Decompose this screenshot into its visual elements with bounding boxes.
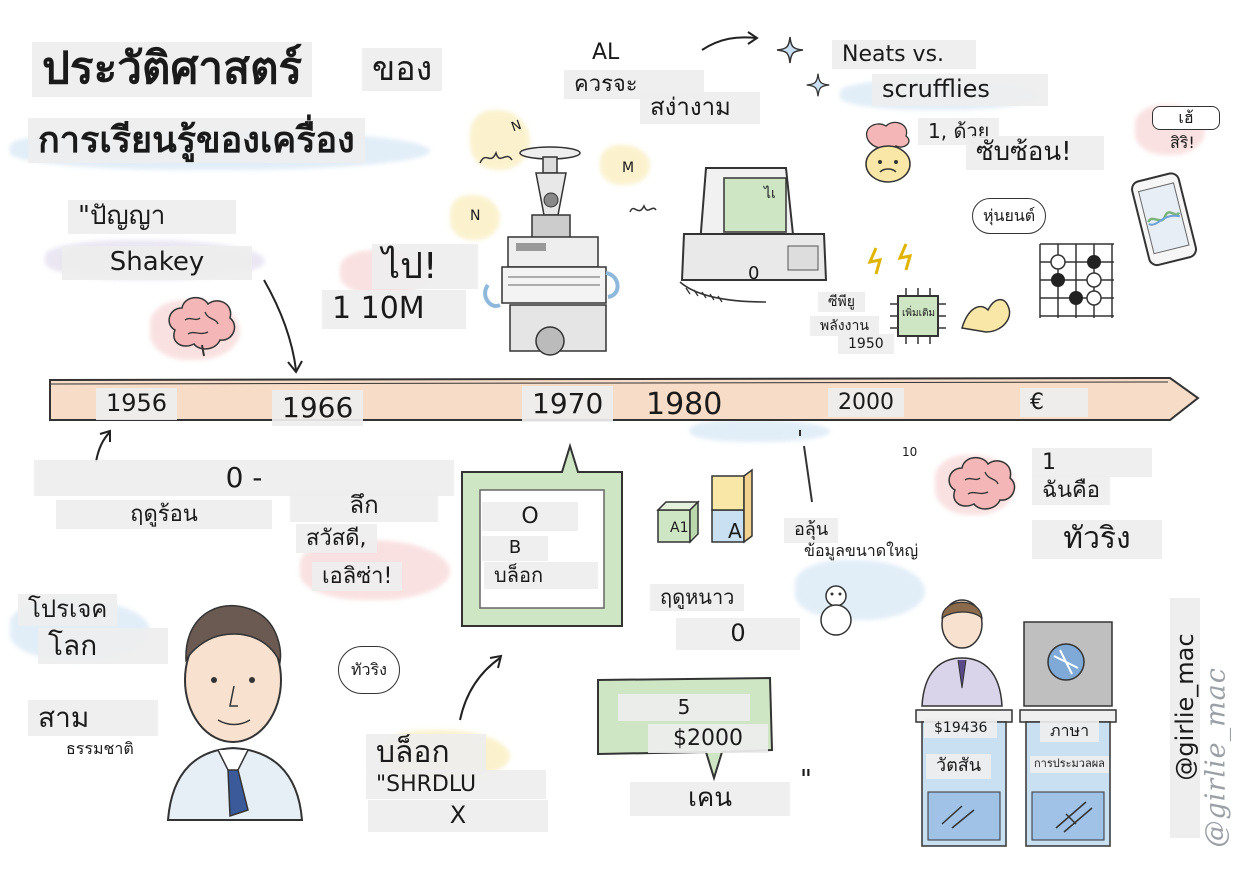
label-quote-ai: "ปัญญา: [68, 200, 236, 234]
page-title-line2: การเรียนรู้ของเครื่อง: [28, 118, 365, 164]
label-elegant: สง่างาม: [640, 92, 760, 124]
label-quote-close: ": [800, 765, 812, 795]
timeline-year-2000: 2000: [828, 388, 904, 418]
label-power: พลังงาน: [810, 316, 879, 337]
turing-portrait-illustration: [166, 604, 304, 821]
podium-money: $19436: [924, 718, 998, 739]
label-siri: สิริ!: [1170, 133, 1195, 152]
label-hey: เฮ้: [1152, 106, 1220, 131]
timeline-year-1956: 1956: [96, 388, 178, 420]
label-deep: ลึก: [290, 490, 438, 522]
computer-zero-label: 0: [748, 263, 760, 284]
label-shakey: Shakey: [62, 246, 252, 280]
page-title-line1b: ของ: [362, 48, 443, 92]
go-board-icon: [1039, 243, 1114, 318]
wash-nobel: [470, 110, 530, 170]
label-block1: บล็อก: [484, 562, 598, 589]
label-one: 1: [1032, 448, 1152, 478]
label-should: ควรจะ: [564, 70, 704, 100]
arrow-to-blocks: [459, 654, 503, 721]
squiggle-icon: [479, 150, 513, 164]
podium-lang: ภาษา: [1040, 720, 1100, 743]
tick-line-2000: [799, 430, 813, 503]
wash-n2: [450, 195, 500, 240]
timeline-year-end: €: [1020, 388, 1088, 418]
label-b: B: [482, 536, 548, 561]
cpu-chip-icon: [890, 288, 946, 344]
brain-icon: [948, 456, 1016, 510]
label-hello: สวัสดี,: [296, 524, 377, 554]
timeline-year-1966: 1966: [272, 390, 364, 427]
chip-label: เพิ่มเติม: [902, 308, 936, 319]
sticker-m: M: [622, 160, 635, 176]
retro-computer-illustration: [679, 167, 828, 303]
podium-left: [915, 709, 1013, 847]
label-price2000: $2000: [648, 724, 768, 754]
timeline-year-1970: 1970: [522, 386, 614, 423]
artist-signature: @girlie_mac: [1186, 612, 1241, 862]
snowman-icon: [820, 585, 852, 636]
label-o: O: [482, 502, 578, 532]
cube-label-a1: A1: [670, 520, 689, 536]
exploding-head-icon: [865, 121, 911, 183]
label-i-am: ฉันคือ: [1032, 476, 1110, 506]
label-turing: ทัวริง: [1032, 520, 1162, 559]
squiggle-icon: [629, 204, 657, 213]
label-turing-bubble: ทัวริง: [338, 646, 400, 695]
label-cpu: ซีพียู: [818, 292, 865, 313]
label-x: X: [368, 800, 548, 832]
flexed-arm-icon: [961, 298, 1011, 333]
label-1950: 1950: [838, 334, 894, 355]
page-title-line1: ประวัติศาสตร์: [32, 42, 313, 97]
label-winter-zero: 0: [676, 618, 800, 650]
label-five: 5: [618, 694, 750, 721]
label-hot-season: ฤดูร้อน: [56, 500, 272, 530]
watson-person-illustration: [921, 599, 1003, 707]
artist-signature-text: @girlie_mac: [1200, 667, 1232, 848]
label-complex: ซับซ้อน!: [966, 136, 1104, 170]
label-three: สาม: [28, 700, 158, 737]
label-ken: เคน: [630, 782, 790, 816]
label-winter: ฤดูหนาว: [650, 584, 745, 611]
label-world: โลก: [38, 628, 168, 665]
wash-timeline-under: [690, 420, 830, 442]
computer-screen-text: ไเ: [764, 186, 776, 202]
label-scruffies: scrufflies: [872, 74, 1048, 106]
label-10m: 1 10M: [322, 290, 466, 329]
label-robot-bubble: หุ่นยนต์: [972, 198, 1047, 235]
label-project: โปรเจค: [18, 594, 118, 626]
wash-m: [600, 145, 650, 185]
blocks-cubes-icon: [656, 468, 753, 544]
arrow-shakey-1966: [263, 279, 303, 374]
label-big-data: ข้อมูลขนาดใหญ่: [804, 541, 919, 560]
label-vast: อลุ้น: [784, 518, 839, 543]
sparkle-icon: [776, 36, 804, 64]
arrow-to-1956: [95, 429, 111, 463]
label-go: ไป!: [372, 244, 478, 290]
smartphone-icon: [1131, 172, 1198, 267]
timeline-year-1980: 1980: [646, 387, 723, 422]
label-eliza: เอลิซ่า!: [312, 562, 403, 592]
lightning-icon: [867, 243, 913, 275]
arrow-al: [701, 31, 759, 51]
label-neats: Neats vs.: [832, 40, 976, 70]
podium-right-watson: [1019, 621, 1117, 847]
podium-word: วัตสัน: [926, 754, 992, 779]
wash-bigdata: [795, 560, 925, 620]
label-block2: บล็อก: [366, 734, 486, 773]
label-nature: ธรรมชาติ: [66, 739, 134, 758]
brain-icon: [168, 296, 236, 357]
label-shrdlu: "SHRDLU: [366, 770, 546, 800]
cube-label-a: A: [728, 519, 742, 543]
label-ten: 10: [902, 445, 918, 459]
label-al: AL: [592, 40, 620, 65]
credit-handle: @girlie_mac: [1170, 598, 1200, 838]
shakey-robot-illustration: [483, 146, 620, 356]
sparkle-icon: [806, 73, 830, 97]
sticker-n2: N: [470, 208, 481, 224]
podium-proc: การประมวลผล: [1030, 756, 1109, 773]
